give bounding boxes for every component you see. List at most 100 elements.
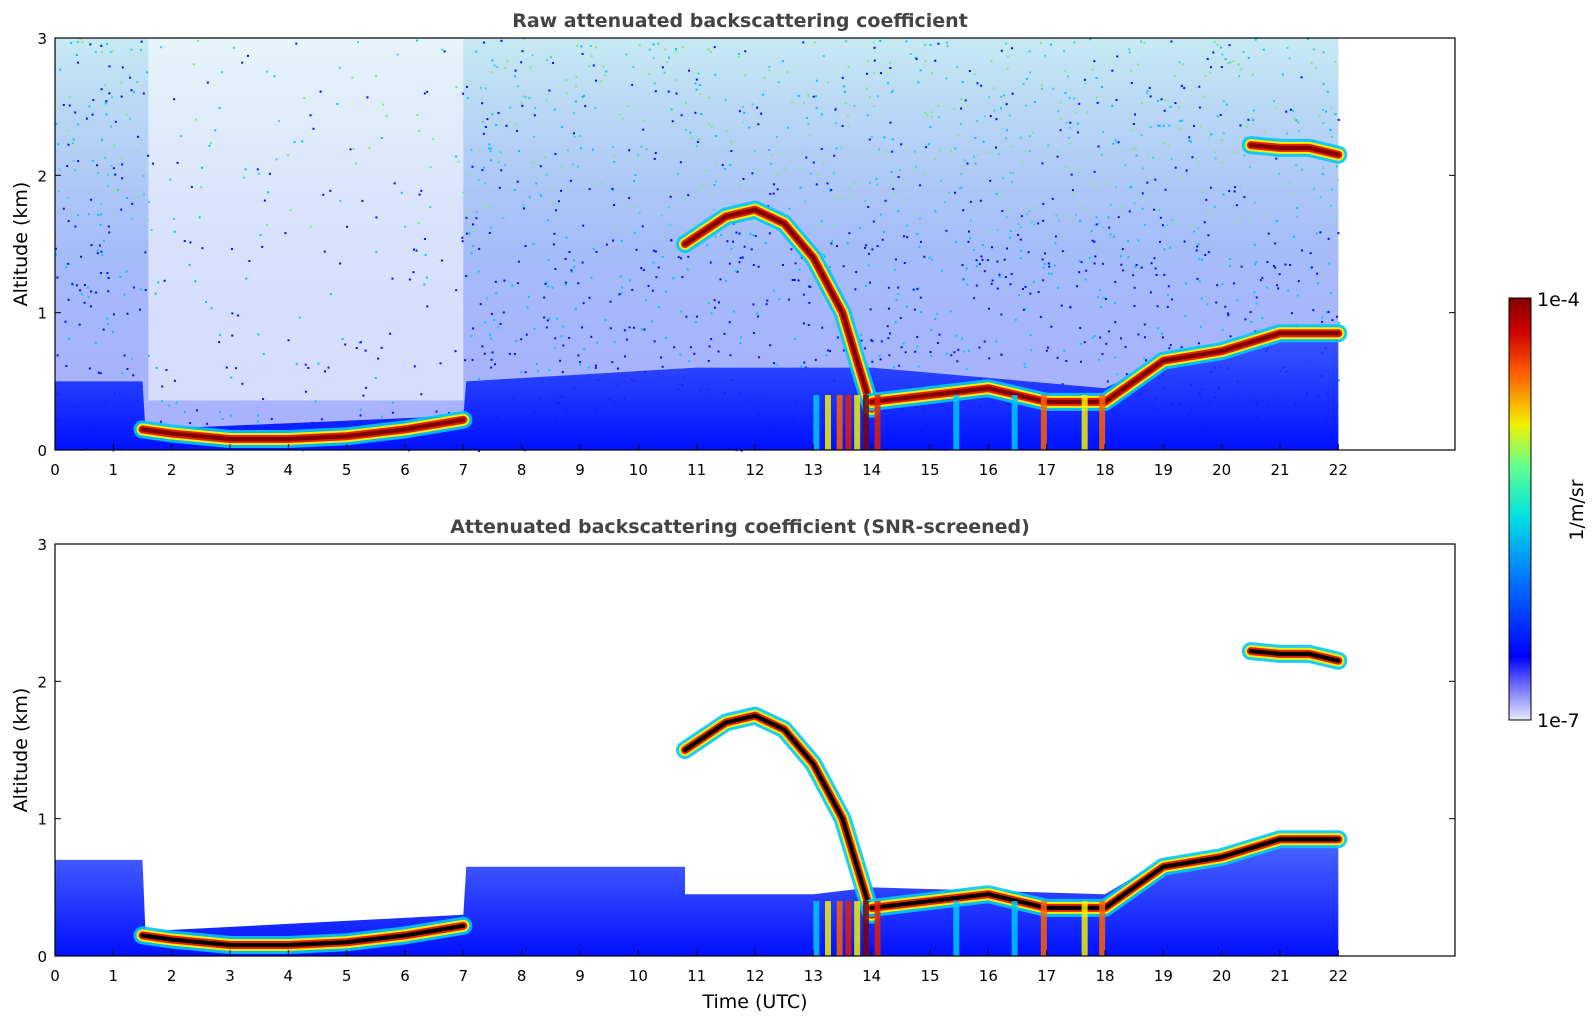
speckle (107, 322, 110, 325)
speckle (1078, 259, 1081, 262)
speckle (1020, 136, 1023, 139)
speckle (248, 260, 251, 263)
speckle (937, 42, 940, 45)
speckle (426, 305, 429, 308)
speckle (520, 338, 523, 341)
speckle (1253, 291, 1256, 294)
speckle (1093, 170, 1096, 173)
speckle (418, 129, 421, 132)
speckle (892, 89, 895, 92)
speckle (1255, 261, 1258, 264)
speckle (686, 268, 689, 271)
speckle (990, 282, 993, 285)
speckle (488, 147, 491, 150)
speckle (1188, 139, 1191, 142)
speckle (533, 106, 536, 109)
speckle (863, 246, 866, 249)
layer-core (1248, 143, 1341, 157)
speckle (495, 292, 498, 295)
speckle (1057, 110, 1060, 113)
speckle (147, 154, 150, 157)
speckle (544, 282, 547, 285)
speckle (820, 223, 823, 226)
speckle (955, 334, 958, 337)
speckle (640, 145, 643, 148)
speckle (1333, 216, 1336, 219)
x-tick-label: 12 (745, 461, 764, 479)
speckle (897, 286, 900, 289)
speckle (1052, 87, 1055, 90)
speckle (832, 224, 835, 227)
speckle (1174, 102, 1177, 105)
speckle (599, 182, 602, 185)
speckle (364, 349, 367, 352)
speckle (462, 191, 465, 194)
speckle (545, 99, 548, 102)
speckle (631, 288, 634, 291)
speckle (1006, 67, 1009, 70)
speckle (1331, 319, 1334, 322)
speckle (587, 366, 590, 369)
speckle (525, 333, 528, 336)
speckle (914, 350, 917, 353)
speckle (938, 333, 941, 336)
speckle (76, 40, 79, 43)
speckle (1097, 187, 1100, 190)
speckle (689, 346, 692, 349)
speckle (864, 284, 867, 287)
speckle (72, 159, 75, 162)
speckle (67, 129, 70, 132)
x-axis-label: Time (UTC) (701, 991, 807, 1013)
speckle (1040, 87, 1043, 90)
speckle (776, 363, 779, 366)
x-tick-label: 2 (167, 967, 177, 985)
speckle (1197, 227, 1200, 230)
speckle (1049, 43, 1052, 46)
speckle (429, 205, 432, 208)
speckle (495, 124, 498, 127)
speckle (799, 186, 802, 189)
speckle (867, 264, 870, 267)
speckle (246, 54, 249, 57)
speckle (620, 292, 623, 295)
speckle (802, 101, 805, 104)
speckle (198, 216, 201, 219)
speckle (484, 321, 487, 324)
speckle (1044, 54, 1047, 57)
speckle (537, 370, 540, 373)
speckle (945, 77, 948, 80)
speckle (68, 95, 71, 98)
speckle (99, 223, 102, 226)
speckle (1224, 305, 1227, 308)
speckle (119, 275, 122, 278)
speckle (845, 40, 848, 43)
speckle (1114, 138, 1117, 141)
speckle (847, 187, 850, 190)
speckle (1337, 232, 1340, 235)
speckle (623, 329, 626, 332)
speckle (1075, 171, 1078, 174)
speckle (962, 277, 965, 280)
speckle (1115, 99, 1118, 102)
speckle (1098, 288, 1101, 291)
speckle (284, 232, 287, 235)
speckle (1054, 235, 1057, 238)
speckle (637, 154, 640, 157)
speckle (1108, 330, 1111, 333)
speckle (1310, 266, 1313, 269)
speckle (956, 66, 959, 69)
speckle (1106, 380, 1109, 383)
colorbar-min-label: 1e-7 (1537, 710, 1580, 732)
speckle (1322, 122, 1325, 125)
speckle (1196, 161, 1199, 164)
speckle (440, 259, 443, 262)
speckle (1240, 265, 1243, 268)
speckle (1275, 220, 1278, 223)
speckle (1276, 284, 1279, 287)
speckle (1124, 346, 1127, 349)
speckle (1195, 249, 1198, 252)
speckle (834, 108, 837, 111)
speckle (1089, 38, 1092, 41)
speckle (787, 126, 790, 129)
speckle (425, 276, 428, 279)
